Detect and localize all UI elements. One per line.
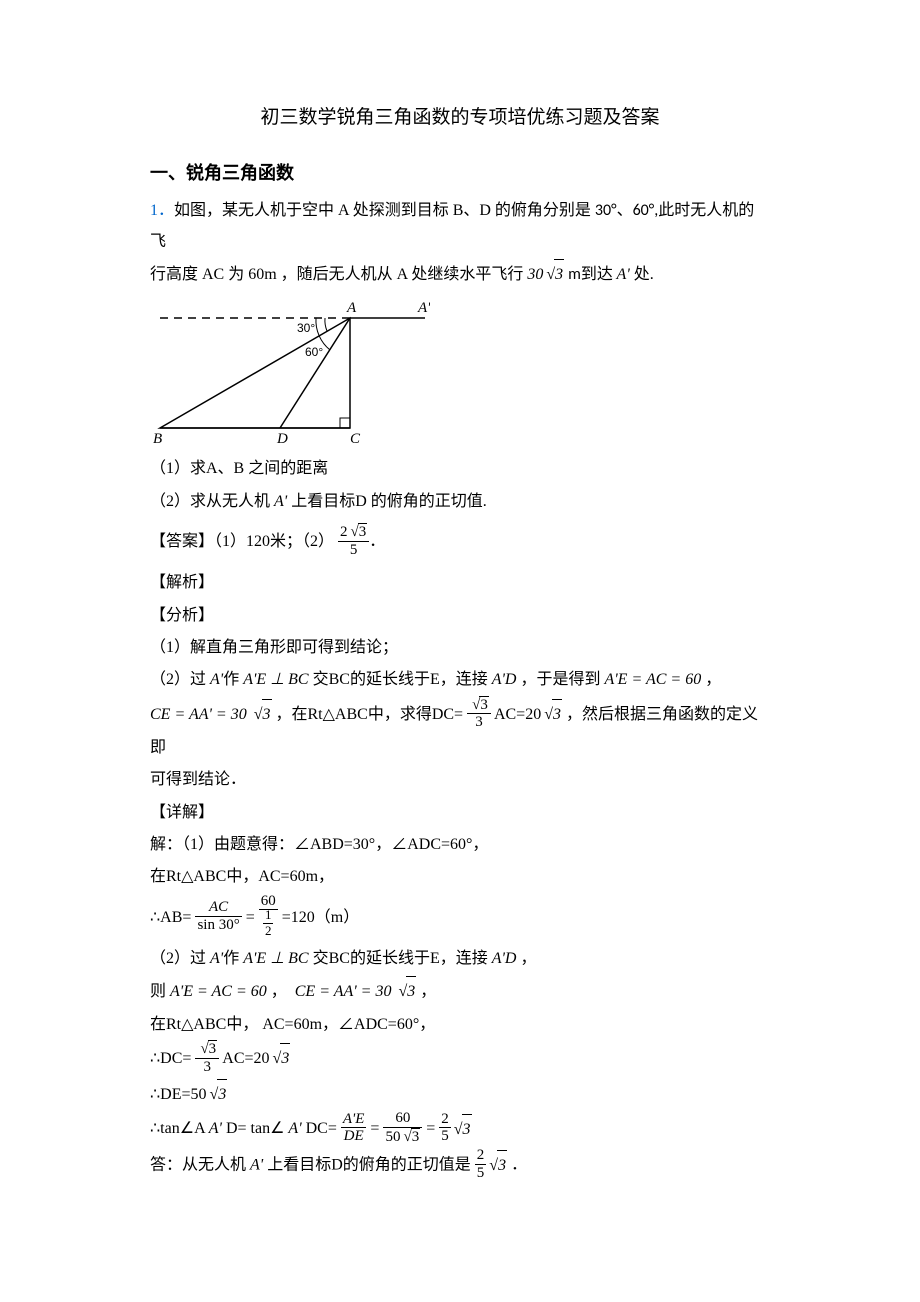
q1-angles: 30°、60°, bbox=[595, 201, 658, 220]
q1-m-text: m到达 bbox=[568, 265, 616, 284]
triangle-diagram: A A' B D C 30° 60° bbox=[150, 298, 430, 448]
fenxi-4: 可得到结论． bbox=[150, 765, 770, 795]
svg-text:A: A bbox=[346, 300, 357, 316]
question-1-line1: 1．如图，某无人机于空中 A 处探测到目标 B、D 的俯角分别是 30°、60°… bbox=[150, 196, 770, 257]
answer-line: 【答案】（1）120米；（2） 23 5 ． bbox=[150, 525, 770, 560]
jiexi-label: 【解析】 bbox=[150, 568, 770, 598]
svg-text:B: B bbox=[153, 431, 162, 447]
page-title: 初三数学锐角三角函数的专项培优练习题及答案 bbox=[150, 100, 770, 136]
frac-sqrt3-over-3: 3 3 bbox=[467, 696, 491, 731]
question-1-line2: 行高度 AC 为 60m ，随后无人机从 A 处继续水平飞行 303 m到达 A… bbox=[150, 259, 770, 290]
svg-text:C: C bbox=[350, 431, 361, 447]
fenxi-2: （2）过 A'作 A'E ⊥ BC 交BC的延长线于E，连接 A'D ，于是得到… bbox=[150, 665, 770, 695]
svg-text:30°: 30° bbox=[297, 321, 315, 335]
xj-6: 在Rt△ABC中， AC=60m，∠ADC=60°， bbox=[150, 1010, 770, 1040]
q1-aprime-1: A' bbox=[617, 266, 630, 283]
xj-4: （2）过 A'作 A'E ⊥ BC 交BC的延长线于E，连接 A'D ， bbox=[150, 944, 770, 974]
xj-9: ∴tan∠A A' D= tan∠ A' DC= A'EDE = 60503 =… bbox=[150, 1112, 770, 1147]
sub-question-2: （2）求从无人机 A' 上看目标D 的俯角的正切值. bbox=[150, 487, 770, 517]
frac-2sqrt3-over-5: 23 5 bbox=[338, 523, 369, 558]
xj-1: 解：（1）由题意得：∠ABD=30°，∠ADC=60°， bbox=[150, 830, 770, 860]
answer-1: （1）120米； bbox=[214, 533, 302, 550]
svg-text:A': A' bbox=[417, 300, 430, 316]
xiangjie-label: 【详解】 bbox=[150, 798, 770, 828]
answer-label: 【答案】 bbox=[150, 533, 214, 550]
fenxi-1: （1）解直角三角形即可得到结论； bbox=[150, 633, 770, 663]
xj-2: 在Rt△ABC中，AC=60m， bbox=[150, 862, 770, 892]
q1-text-2c: 处. bbox=[634, 266, 654, 283]
fenxi-3: CE = AA' = 30 3 ，在Rt△ABC中，求得DC= 3 3 AC=2… bbox=[150, 698, 770, 763]
sub-question-1: （1）求A、B 之间的距离 bbox=[150, 454, 770, 484]
xj-5: 则 A'E = AC = 60 ， CE = AA' = 30 3 ， bbox=[150, 976, 770, 1007]
xj-10: 答：从无人机 A' 上看目标D的俯角的正切值是 253 ． bbox=[150, 1149, 770, 1183]
fenxi-label: 【分析】 bbox=[150, 601, 770, 631]
q1-text-2a: 行高度 AC 为 60m ，随后无人机从 A 处继续水平飞行 bbox=[150, 266, 527, 283]
xj-7: ∴DC= 33 AC=203 bbox=[150, 1042, 770, 1077]
answer-2: （2） bbox=[302, 533, 334, 550]
q1-text-1a: 如图，某无人机于空中 A 处探测到目标 B、D 的俯角分别是 bbox=[174, 202, 595, 219]
q1-30sqrt3: 303 bbox=[527, 266, 564, 283]
xj-3: ∴AB= ACsin 30° = 60 12 =120（m） bbox=[150, 895, 770, 942]
svg-text:60°: 60° bbox=[305, 345, 323, 359]
svg-text:D: D bbox=[276, 431, 288, 447]
section-header: 一、锐角三角函数 bbox=[150, 156, 770, 190]
xj-8: ∴DE=503 bbox=[150, 1079, 770, 1110]
question-number: 1． bbox=[150, 202, 174, 219]
